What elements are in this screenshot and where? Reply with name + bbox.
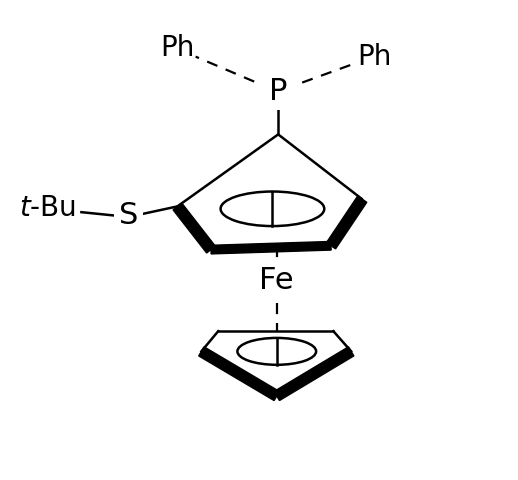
- Text: Ph: Ph: [357, 43, 392, 71]
- Text: P: P: [269, 77, 287, 106]
- Polygon shape: [199, 347, 279, 400]
- Polygon shape: [173, 203, 215, 253]
- Text: $t$-Bu: $t$-Bu: [19, 194, 76, 222]
- Polygon shape: [326, 196, 367, 249]
- Polygon shape: [274, 347, 354, 400]
- Polygon shape: [211, 241, 331, 254]
- Text: S: S: [119, 201, 138, 229]
- Text: Ph: Ph: [160, 34, 195, 62]
- Text: Fe: Fe: [260, 266, 294, 295]
